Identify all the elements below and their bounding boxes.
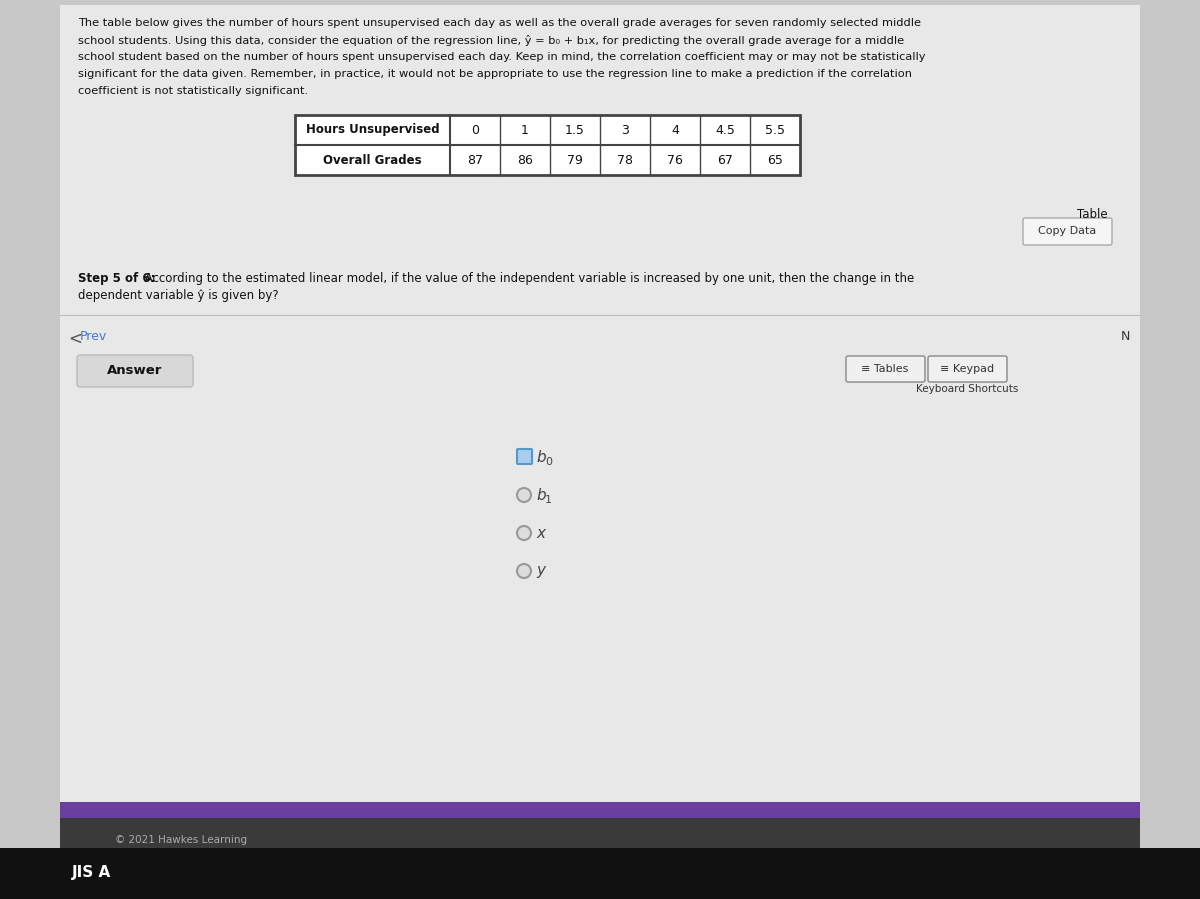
Text: © 2021 Hawkes Learning: © 2021 Hawkes Learning	[115, 835, 247, 845]
Text: Hours Unsupervised: Hours Unsupervised	[306, 123, 439, 137]
Text: 3: 3	[622, 123, 629, 137]
Text: 86: 86	[517, 154, 533, 166]
Circle shape	[517, 526, 530, 540]
FancyBboxPatch shape	[517, 449, 532, 464]
Text: 1: 1	[521, 123, 529, 137]
Text: 65: 65	[767, 154, 782, 166]
Circle shape	[517, 564, 530, 578]
Text: Keyboard Shortcuts: Keyboard Shortcuts	[916, 384, 1018, 394]
Text: The table below gives the number of hours spent unsupervised each day as well as: The table below gives the number of hour…	[78, 18, 922, 28]
Bar	[295, 115, 800, 175]
Bar	[295, 115, 800, 175]
Text: significant for the data given. Remember, in practice, it would not be appropria: significant for the data given. Remember…	[78, 69, 912, 79]
Text: <: <	[68, 330, 82, 348]
Bar	[60, 818, 1140, 873]
Text: 1.5: 1.5	[565, 123, 584, 137]
Bar	[60, 802, 1140, 818]
Text: 78: 78	[617, 154, 634, 166]
Text: 1: 1	[545, 495, 552, 505]
Text: school students. Using this data, consider the equation of the regression line, : school students. Using this data, consid…	[78, 35, 904, 46]
Text: Answer: Answer	[107, 364, 163, 378]
FancyBboxPatch shape	[846, 356, 925, 382]
Circle shape	[517, 488, 530, 502]
Text: 4.5: 4.5	[715, 123, 734, 137]
Text: ≡ Tables: ≡ Tables	[862, 364, 908, 374]
Text: coefficient is not statistically significant.: coefficient is not statistically signifi…	[78, 86, 308, 96]
Text: 0: 0	[470, 123, 479, 137]
Text: Table: Table	[1078, 208, 1108, 221]
Text: 4: 4	[671, 123, 679, 137]
FancyBboxPatch shape	[1022, 218, 1112, 245]
Text: 79: 79	[568, 154, 583, 166]
Text: Overall Grades: Overall Grades	[323, 154, 422, 166]
Text: Prev: Prev	[80, 330, 107, 343]
Text: Step 5 of 6:: Step 5 of 6:	[78, 272, 156, 285]
FancyBboxPatch shape	[928, 356, 1007, 382]
Text: 5.5: 5.5	[766, 123, 785, 137]
Text: school student based on the number of hours spent unsupervised each day. Keep in: school student based on the number of ho…	[78, 52, 925, 62]
Text: 67: 67	[718, 154, 733, 166]
FancyBboxPatch shape	[77, 355, 193, 387]
Text: 0: 0	[545, 457, 552, 467]
Text: y: y	[536, 564, 545, 578]
Text: JIS A: JIS A	[72, 865, 112, 880]
Text: Copy Data: Copy Data	[1038, 227, 1097, 236]
Text: b: b	[536, 487, 546, 503]
Text: x: x	[536, 526, 545, 540]
Text: b: b	[536, 450, 546, 465]
Text: 87: 87	[467, 154, 482, 166]
Text: dependent variable ŷ is given by?: dependent variable ŷ is given by?	[78, 289, 278, 302]
Text: 76: 76	[667, 154, 683, 166]
Text: According to the estimated linear model, if the value of the independent variabl: According to the estimated linear model,…	[142, 272, 914, 285]
Bar	[0, 848, 1200, 899]
Text: N: N	[1121, 330, 1130, 343]
Text: ≡ Keypad: ≡ Keypad	[940, 364, 994, 374]
